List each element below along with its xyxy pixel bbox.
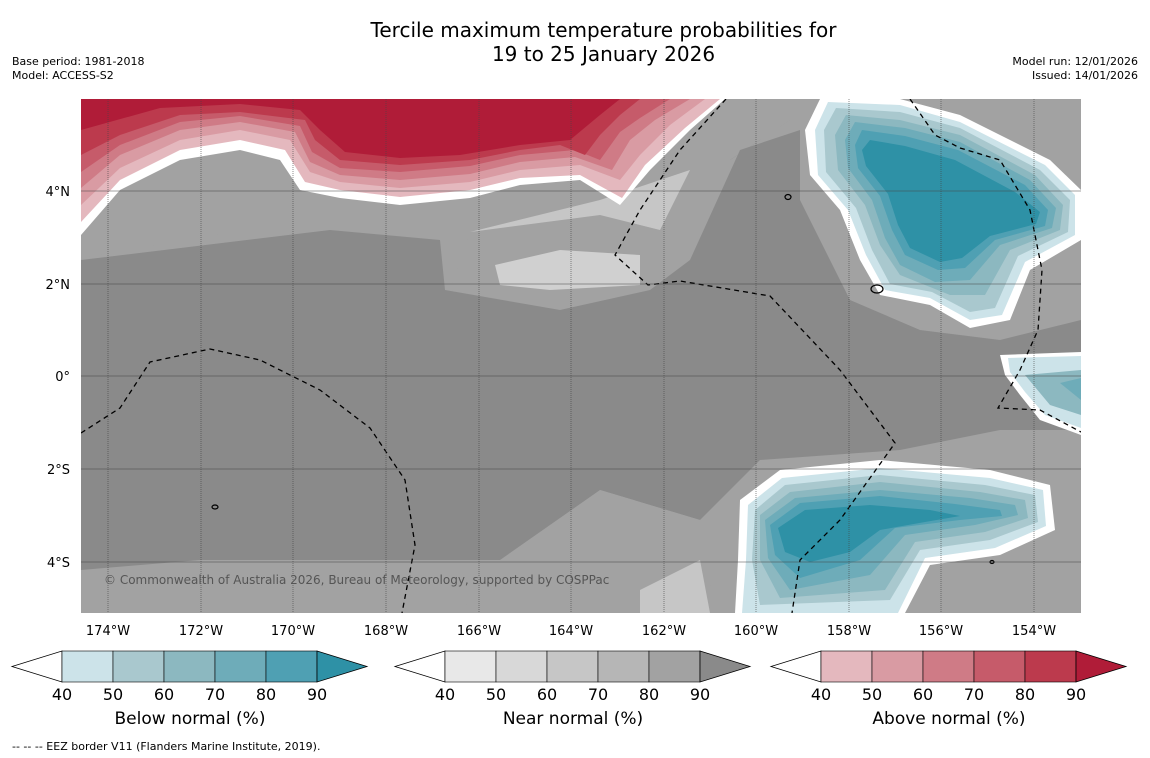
probability-field <box>81 99 1081 613</box>
near-normal-80-region-south <box>81 564 480 613</box>
lon-label: 172°W <box>179 624 223 639</box>
colorbar-title-near: Near normal (%) <box>502 709 644 729</box>
colorbar-title-below: Below normal (%) <box>114 709 266 729</box>
lat-label: 4°S <box>47 556 70 571</box>
below-normal-60-region-east <box>1025 370 1081 415</box>
meta-left: Base period: 1981-2018 Model: ACCESS-S2 <box>12 55 144 83</box>
lon-label: 158°W <box>827 624 871 639</box>
lon-label: 170°W <box>271 624 315 639</box>
title-line-1: Tercile maximum temperature probabilitie… <box>370 18 837 42</box>
near-normal-90-region-center <box>81 130 1081 570</box>
below-normal-90-region-south <box>778 505 960 562</box>
lon-label: 166°W <box>457 624 501 639</box>
below-normal-70-region-east <box>1060 378 1081 400</box>
eez-border-central <box>614 99 896 613</box>
island-kanton <box>211 504 219 510</box>
above-normal-90-region <box>81 99 620 158</box>
eez-border-west <box>81 348 416 613</box>
lat-label: 2°S <box>47 463 70 478</box>
lon-label: 162°W <box>642 624 686 639</box>
lat-label: 0° <box>55 370 70 385</box>
lon-label: 154°W <box>1012 624 1056 639</box>
axis-labels: 4°N 2°N 0° 2°S 4°S 174°W 172°W 170°W 168°W 166°W 1… <box>46 185 1057 639</box>
chart-title: Tercile maximum temperature probabilitie… <box>0 18 1150 66</box>
island-tabuaeran <box>784 193 792 201</box>
base-period: Base period: 1981-2018 <box>12 55 145 68</box>
lon-label: 164°W <box>549 624 593 639</box>
lon-label: 160°W <box>734 624 778 639</box>
lat-label: 4°N <box>46 185 71 200</box>
lat-label: 2°N <box>46 278 71 293</box>
island-kiritimati <box>870 284 884 294</box>
near-normal-70-region <box>470 170 690 232</box>
near-normal-70-region-south <box>640 560 710 613</box>
issued-date: Issued: 14/01/2026 <box>1031 69 1138 82</box>
title-line-2: 19 to 25 January 2026 <box>491 42 716 66</box>
below-normal-90-region-north <box>862 140 1040 262</box>
model-run: Model run: 12/01/2026 <box>1012 55 1138 68</box>
lon-label: 168°W <box>364 624 408 639</box>
meta-right: Model run: 12/01/2026 Issued: 14/01/2026 <box>1012 55 1138 83</box>
eez-footnote: -- -- -- EEZ border V11 (Flanders Marine… <box>12 740 321 753</box>
near-normal-60-region <box>495 250 640 290</box>
model-name: Model: ACCESS-S2 <box>12 69 114 82</box>
colorbar-title-above: Above normal (%) <box>872 709 1026 729</box>
lon-label: 174°W <box>86 624 130 639</box>
map-gridlines <box>81 99 1081 613</box>
lon-label: 156°W <box>919 624 963 639</box>
copyright-credit: © Commonwealth of Australia 2026, Bureau… <box>104 573 610 587</box>
